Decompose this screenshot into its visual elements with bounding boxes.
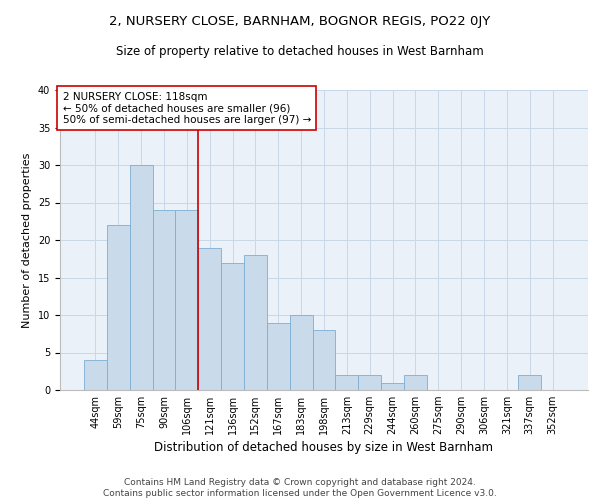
Bar xyxy=(358,375,381,390)
Bar xyxy=(107,225,130,390)
Bar xyxy=(404,375,427,390)
Bar xyxy=(518,375,541,390)
Text: 2, NURSERY CLOSE, BARNHAM, BOGNOR REGIS, PO22 0JY: 2, NURSERY CLOSE, BARNHAM, BOGNOR REGIS,… xyxy=(109,15,491,28)
Text: Size of property relative to detached houses in West Barnham: Size of property relative to detached ho… xyxy=(116,45,484,58)
Bar xyxy=(221,262,244,390)
Bar xyxy=(313,330,335,390)
Text: Contains HM Land Registry data © Crown copyright and database right 2024.
Contai: Contains HM Land Registry data © Crown c… xyxy=(103,478,497,498)
Bar xyxy=(290,315,313,390)
Bar xyxy=(335,375,358,390)
Bar xyxy=(130,165,152,390)
Text: 2 NURSERY CLOSE: 118sqm
← 50% of detached houses are smaller (96)
50% of semi-de: 2 NURSERY CLOSE: 118sqm ← 50% of detache… xyxy=(62,92,311,124)
Bar xyxy=(244,255,267,390)
Bar xyxy=(152,210,175,390)
Bar xyxy=(198,248,221,390)
Bar xyxy=(267,322,290,390)
Bar xyxy=(84,360,107,390)
Y-axis label: Number of detached properties: Number of detached properties xyxy=(22,152,32,328)
Bar xyxy=(381,382,404,390)
Bar xyxy=(175,210,198,390)
X-axis label: Distribution of detached houses by size in West Barnham: Distribution of detached houses by size … xyxy=(155,442,493,454)
